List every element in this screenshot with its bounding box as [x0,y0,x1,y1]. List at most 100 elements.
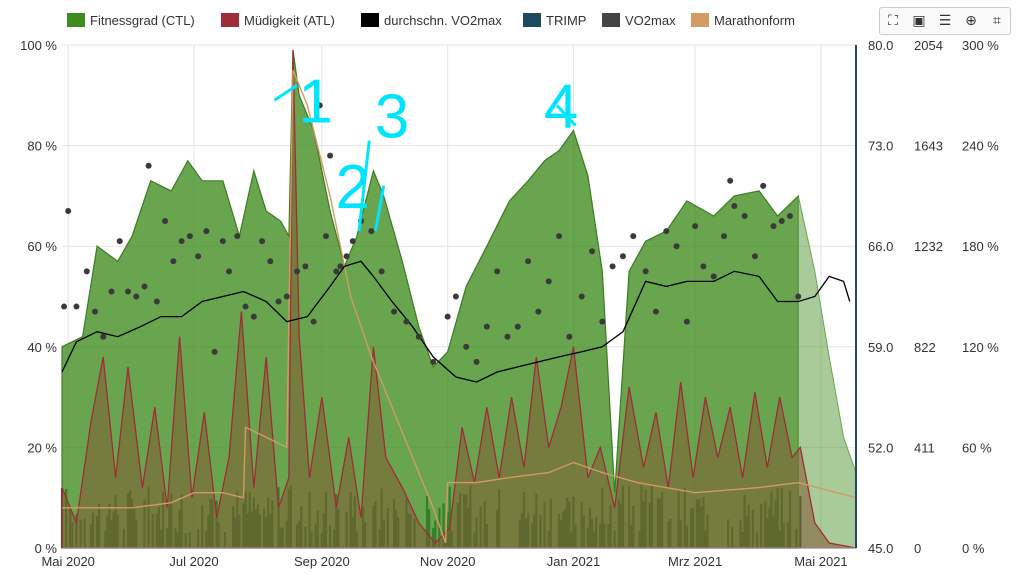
vo2max-point [473,358,480,365]
vo2max-point [267,258,274,265]
vo2max-point [310,318,317,325]
legend-item[interactable]: TRIMP [523,13,586,28]
y-tick-label-marathon: 0 % [962,541,985,556]
vo2max-point [141,283,148,290]
y-tick-label-percent: 60 % [27,239,57,254]
vo2max-point [322,233,329,240]
annotation-label: 3 [375,82,409,151]
y-tick-label-marathon: 180 % [962,239,999,254]
vo2max-point [535,308,542,315]
y-tick-label-marathon: 120 % [962,340,999,355]
vo2max-point [444,313,451,320]
legend-item[interactable]: VO2max [602,13,676,28]
vo2max-point [741,213,748,220]
legend-item[interactable]: Fitnessgrad (CTL) [67,13,195,28]
vo2max-point [430,358,437,365]
vo2max-point [391,308,398,315]
legend-label: TRIMP [546,13,586,28]
y-tick-label-percent: 100 % [20,38,57,53]
annotations: 123 4 [273,67,578,232]
vo2max-point [619,253,626,260]
vo2max-point [145,162,152,169]
annotation-pointer [273,83,298,102]
vo2max-point [162,218,169,225]
vo2max-point [652,308,659,315]
vo2max-point [250,313,257,320]
legend-item[interactable]: Müdigkeit (ATL) [221,13,335,28]
legend-swatch [523,13,541,27]
y-tick-label-marathon: 60 % [962,440,992,455]
vo2max-point [91,308,98,315]
legend-label: durchschn. VO2max [384,13,502,28]
y-tick-label-vo2max: 59.0 [868,340,893,355]
legend-swatch [67,13,85,27]
vo2max-point [642,268,649,275]
vo2max-point [452,293,459,300]
y-tick-label-vo2max: 52.0 [868,440,893,455]
vo2max-point [108,288,115,295]
x-tick-label: Jul 2020 [169,554,218,569]
vo2max-point [787,213,794,220]
annotation-label: 4 [544,72,578,141]
annotation-label: 1 [298,67,332,136]
legend-swatch [691,13,709,27]
vo2max-point [65,207,72,214]
lines [61,69,857,544]
atl-area [61,49,857,549]
vo2max-point [556,233,563,240]
vo2max-point [403,318,410,325]
vo2max-point [700,263,707,270]
vo2max-point [663,228,670,235]
y-tick-label-percent: 0 % [35,541,58,556]
vo2max-point [795,293,802,300]
vo2max-point [275,298,282,305]
vo2max-point [337,263,344,270]
legend-swatch [361,13,379,27]
vo2max-point [463,343,470,350]
vo2max-point [226,268,233,275]
list-icon[interactable]: ☰ [938,13,952,29]
vo2max-point [673,243,680,250]
crosshair-icon[interactable]: ⊕ [965,13,977,29]
vo2max-point [368,228,375,235]
vo2max-point [83,268,90,275]
vo2max-point [73,303,80,310]
vo2max-point [721,233,728,240]
vo2max-scatter [61,102,802,365]
x-tick-label: Nov 2020 [420,554,476,569]
y-tick-label-trimp: 2054 [914,38,943,53]
y-tick-label-trimp: 822 [914,340,936,355]
vo2max-point [186,233,193,240]
annotation-pointer [555,104,577,127]
save-image-icon[interactable]: ▣ [912,13,926,29]
vo2max-point [378,268,385,275]
y-tick-label-percent: 40 % [27,340,57,355]
legend: Fitnessgrad (CTL) Müdigkeit (ATL) durchsch… [67,13,795,28]
vo2max-point [203,228,210,235]
y-tick-label-percent: 20 % [27,440,57,455]
legend-item[interactable]: Marathonform [691,13,795,28]
vo2max-point [630,233,637,240]
vo2max-point [751,253,758,260]
axes: Mai 2020 Jul 2020 Sep 2020 Nov 2020 Jan 2021… [20,38,999,569]
vo2max-point [578,293,585,300]
vo2max-point [259,238,266,245]
vo2max-point [514,323,521,330]
vo2max-point [415,333,422,340]
vo2max-point [333,268,340,275]
legend-label: Müdigkeit (ATL) [244,13,335,28]
legend-label: VO2max [625,13,676,28]
legend-label: Marathonform [714,13,795,28]
vo2max-point [504,333,511,340]
vo2max-point [727,177,734,184]
crop-icon[interactable]: ⌗ [993,13,1001,29]
vo2max-point [133,293,140,300]
legend-item[interactable]: durchschn. VO2max [361,13,502,28]
legend-label: Fitnessgrad (CTL) [90,13,195,28]
fullscreen-icon[interactable]: ⛶ [888,13,898,29]
vo2max-point [219,238,226,245]
annotation-label: 2 [336,153,370,222]
x-tick-label: Jan 2021 [547,554,601,569]
avg-vo2max-line [61,260,851,383]
